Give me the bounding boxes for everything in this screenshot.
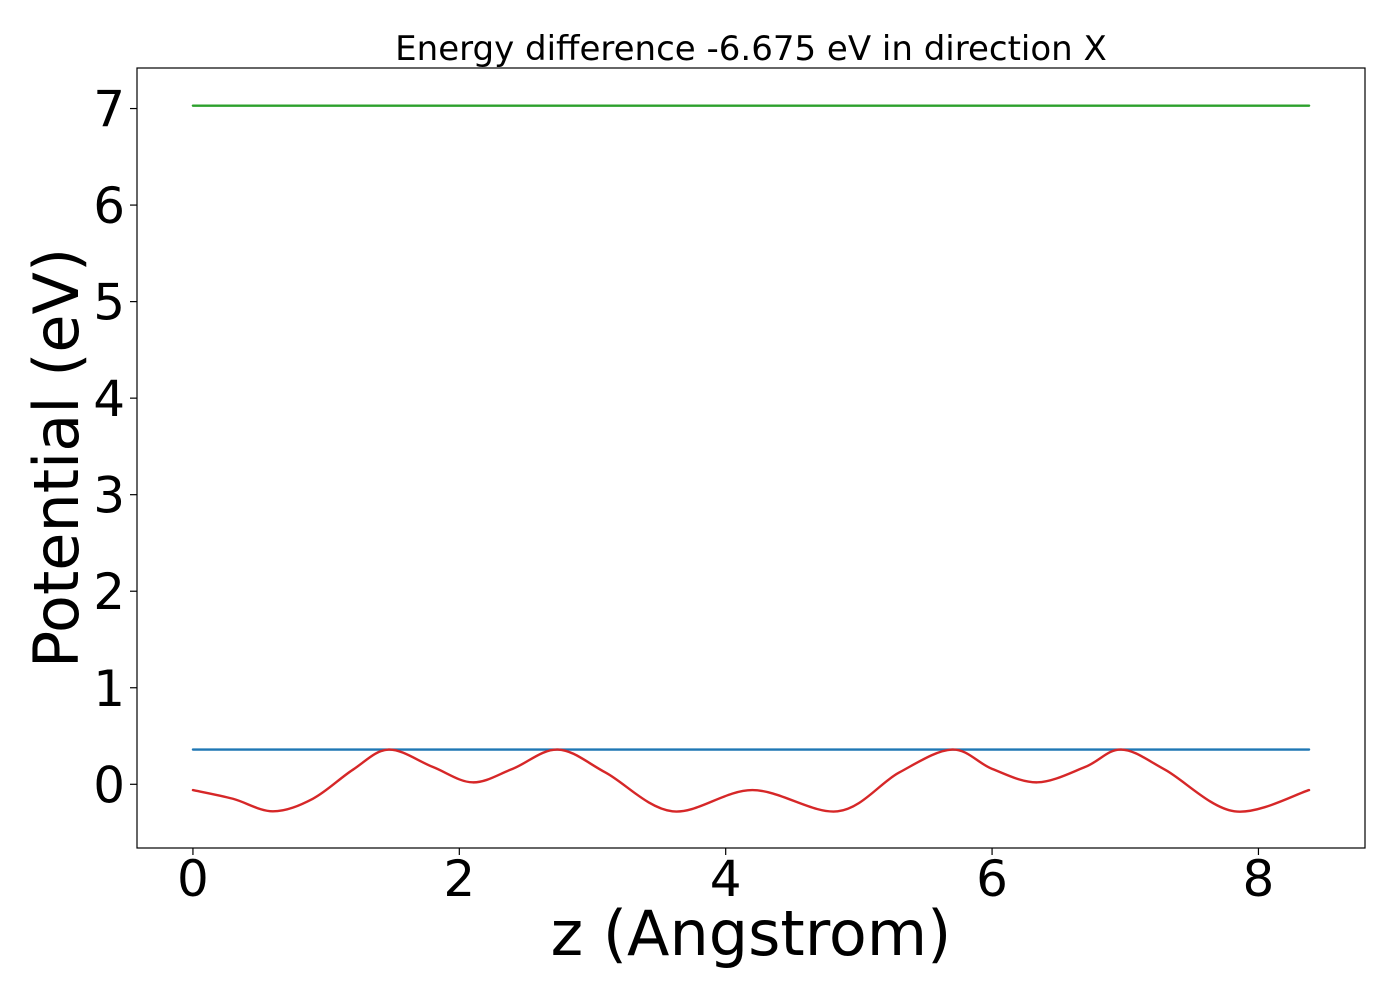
x-tick-label: 2 xyxy=(443,850,475,908)
y-tick-label: 6 xyxy=(93,177,125,235)
y-tick-label: 3 xyxy=(93,467,125,525)
y-tick-label: 1 xyxy=(93,660,125,718)
y-tick-label: 0 xyxy=(93,756,125,814)
x-tick-label: 6 xyxy=(976,850,1008,908)
y-tick-label: 2 xyxy=(93,563,125,621)
y-tick-label: 7 xyxy=(93,81,125,139)
y-tick-label: 4 xyxy=(93,370,125,428)
chart-title: Energy difference -6.675 eV in direction… xyxy=(395,29,1107,69)
x-axis-ticks: 0 2 4 6 8 xyxy=(177,848,1274,908)
x-axis-label: z (Angstrom) xyxy=(551,897,952,970)
y-axis-label: Potential (eV) xyxy=(20,248,93,668)
x-tick-label: 0 xyxy=(177,850,209,908)
y-axis-ticks: 0 1 2 3 4 5 6 7 xyxy=(93,81,137,814)
series-layer xyxy=(191,104,1311,813)
x-tick-label: 8 xyxy=(1243,850,1275,908)
x-tick-label: 4 xyxy=(710,850,742,908)
y-tick-label: 5 xyxy=(93,274,125,332)
series-line-2 xyxy=(191,748,1311,813)
plot-frame xyxy=(136,67,1366,849)
